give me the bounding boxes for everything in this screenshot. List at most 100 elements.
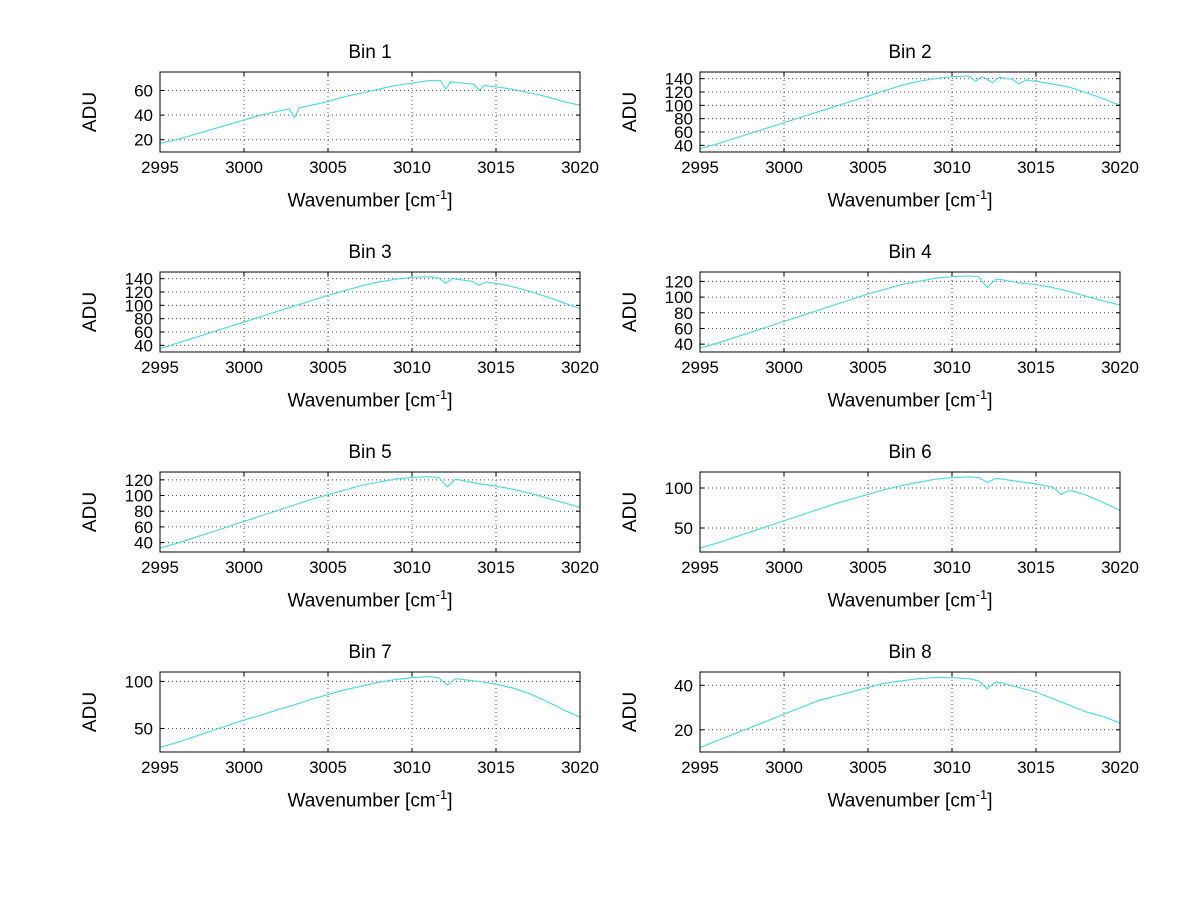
xlabel-end: ] [447, 390, 453, 412]
x-tick-label: 3020 [561, 558, 599, 577]
x-tick-label: 3020 [561, 158, 599, 177]
axes-box [699, 71, 1121, 153]
xlabel-base: Wavenumber [cm [827, 190, 976, 212]
xlabel-base: Wavenumber [cm [827, 390, 976, 412]
plot-canvas: 2995 3000 3005 3010 3015 3020 50 100 ADU [80, 671, 599, 777]
xlabel-end: ] [987, 590, 993, 612]
chart-title: Bin 4 [888, 242, 932, 263]
y-axis-label: ADU [80, 492, 101, 532]
subplot: Bin 8 2995 3000 3005 3010 3015 3020 20 40 ADU Wa… [600, 640, 1140, 840]
xlabel-end: ] [447, 190, 453, 212]
y-tick-label: 60 [134, 518, 153, 537]
x-tick-label: 3005 [309, 358, 347, 377]
x-tick-label: 3015 [477, 158, 515, 177]
x-tick-label: 3015 [1017, 558, 1055, 577]
x-tick-label: 2995 [681, 758, 719, 777]
x-tick-label: 3000 [225, 758, 263, 777]
chart-title: Bin 5 [348, 442, 392, 463]
y-tick-label: 60 [134, 323, 153, 342]
y-tick-label: 60 [674, 123, 693, 142]
x-tick-label: 3010 [393, 558, 431, 577]
xlabel-sup: -1 [435, 387, 448, 402]
xlabel-sup: -1 [435, 587, 448, 602]
y-tick-label: 60 [134, 81, 153, 100]
chart-title: Bin 8 [888, 642, 932, 663]
axes-box [159, 71, 581, 153]
y-tick-label: 50 [134, 719, 153, 738]
xlabel-base: Wavenumber [cm [287, 190, 436, 212]
x-tick-label: 3010 [933, 558, 971, 577]
spectrum-line [159, 80, 581, 144]
x-tick-label: 3010 [933, 358, 971, 377]
plot-canvas: 2995 3000 3005 3010 3015 3020 50 100 ADU [620, 471, 1139, 577]
x-tick-label: 3010 [933, 158, 971, 177]
y-tick-label: 120 [665, 83, 693, 102]
axes-box [699, 271, 1121, 353]
spectrum-line [699, 476, 1121, 549]
y-axis-label: ADU [620, 492, 641, 532]
y-tick-label: 40 [674, 335, 693, 354]
y-tick-label: 80 [134, 502, 153, 521]
x-tick-label: 2995 [141, 358, 179, 377]
x-tick-label: 3015 [1017, 158, 1055, 177]
xlabel-base: Wavenumber [cm [287, 390, 436, 412]
x-axis-label: Wavenumber [cm-1] [700, 382, 1120, 412]
x-axis-label: Wavenumber [cm-1] [700, 182, 1120, 212]
y-tick-label: 100 [125, 487, 153, 506]
xlabel-sup: -1 [435, 187, 448, 202]
x-tick-label: 3005 [849, 158, 887, 177]
y-tick-label: 80 [674, 304, 693, 323]
x-tick-label: 2995 [141, 158, 179, 177]
x-tick-label: 3000 [225, 358, 263, 377]
y-tick-label: 120 [125, 471, 153, 490]
x-tick-label: 3000 [765, 558, 803, 577]
x-tick-label: 3005 [849, 558, 887, 577]
x-tick-label: 3020 [1101, 558, 1139, 577]
x-tick-label: 3005 [309, 758, 347, 777]
x-tick-label: 2995 [141, 758, 179, 777]
plot-canvas: 2995 3000 3005 3010 3015 3020 20 40 ADU [620, 671, 1139, 777]
spectrum-line [699, 676, 1121, 749]
y-tick-label: 40 [674, 136, 693, 155]
y-tick-label: 80 [674, 110, 693, 129]
x-tick-label: 2995 [141, 558, 179, 577]
x-tick-label: 3010 [393, 158, 431, 177]
x-tick-label: 3005 [309, 158, 347, 177]
x-axis-label: Wavenumber [cm-1] [160, 582, 580, 612]
x-axis-label: Wavenumber [cm-1] [160, 382, 580, 412]
xlabel-base: Wavenumber [cm [287, 590, 436, 612]
xlabel-end: ] [447, 590, 453, 612]
y-tick-label: 140 [665, 70, 693, 89]
subplot: Bin 1 2995 3000 3005 3010 3015 3020 20 40 60 ADU … [60, 40, 600, 240]
y-axis-label: ADU [80, 292, 101, 332]
x-tick-label: 3000 [225, 558, 263, 577]
axes-box [699, 471, 1121, 553]
subplot: Bin 5 2995 3000 3005 3010 3015 3020 40 60 80 100 1… [60, 440, 600, 640]
x-tick-label: 3000 [765, 758, 803, 777]
x-tick-label: 3010 [393, 758, 431, 777]
subplot: Bin 3 2995 3000 3005 3010 3015 3020 40 60 80 100 1… [60, 240, 600, 440]
chart-title: Bin 6 [888, 442, 932, 463]
y-tick-label: 50 [674, 519, 693, 538]
x-tick-label: 3000 [765, 358, 803, 377]
xlabel-sup: -1 [975, 587, 988, 602]
x-tick-label: 3005 [309, 558, 347, 577]
y-tick-label: 140 [125, 270, 153, 289]
xlabel-end: ] [987, 790, 993, 812]
x-tick-label: 3010 [933, 758, 971, 777]
y-axis-label: ADU [620, 92, 641, 132]
xlabel-sup: -1 [435, 787, 448, 802]
chart-title: Bin 7 [348, 642, 392, 663]
spectrum-line [699, 275, 1121, 349]
y-tick-label: 100 [125, 672, 153, 691]
x-tick-label: 3005 [849, 358, 887, 377]
x-tick-label: 2995 [681, 558, 719, 577]
y-axis-label: ADU [620, 292, 641, 332]
subplot: Bin 2 2995 3000 3005 3010 3015 3020 40 60 80 100 1… [600, 40, 1140, 240]
y-tick-label: 120 [125, 283, 153, 302]
y-tick-label: 100 [665, 288, 693, 307]
